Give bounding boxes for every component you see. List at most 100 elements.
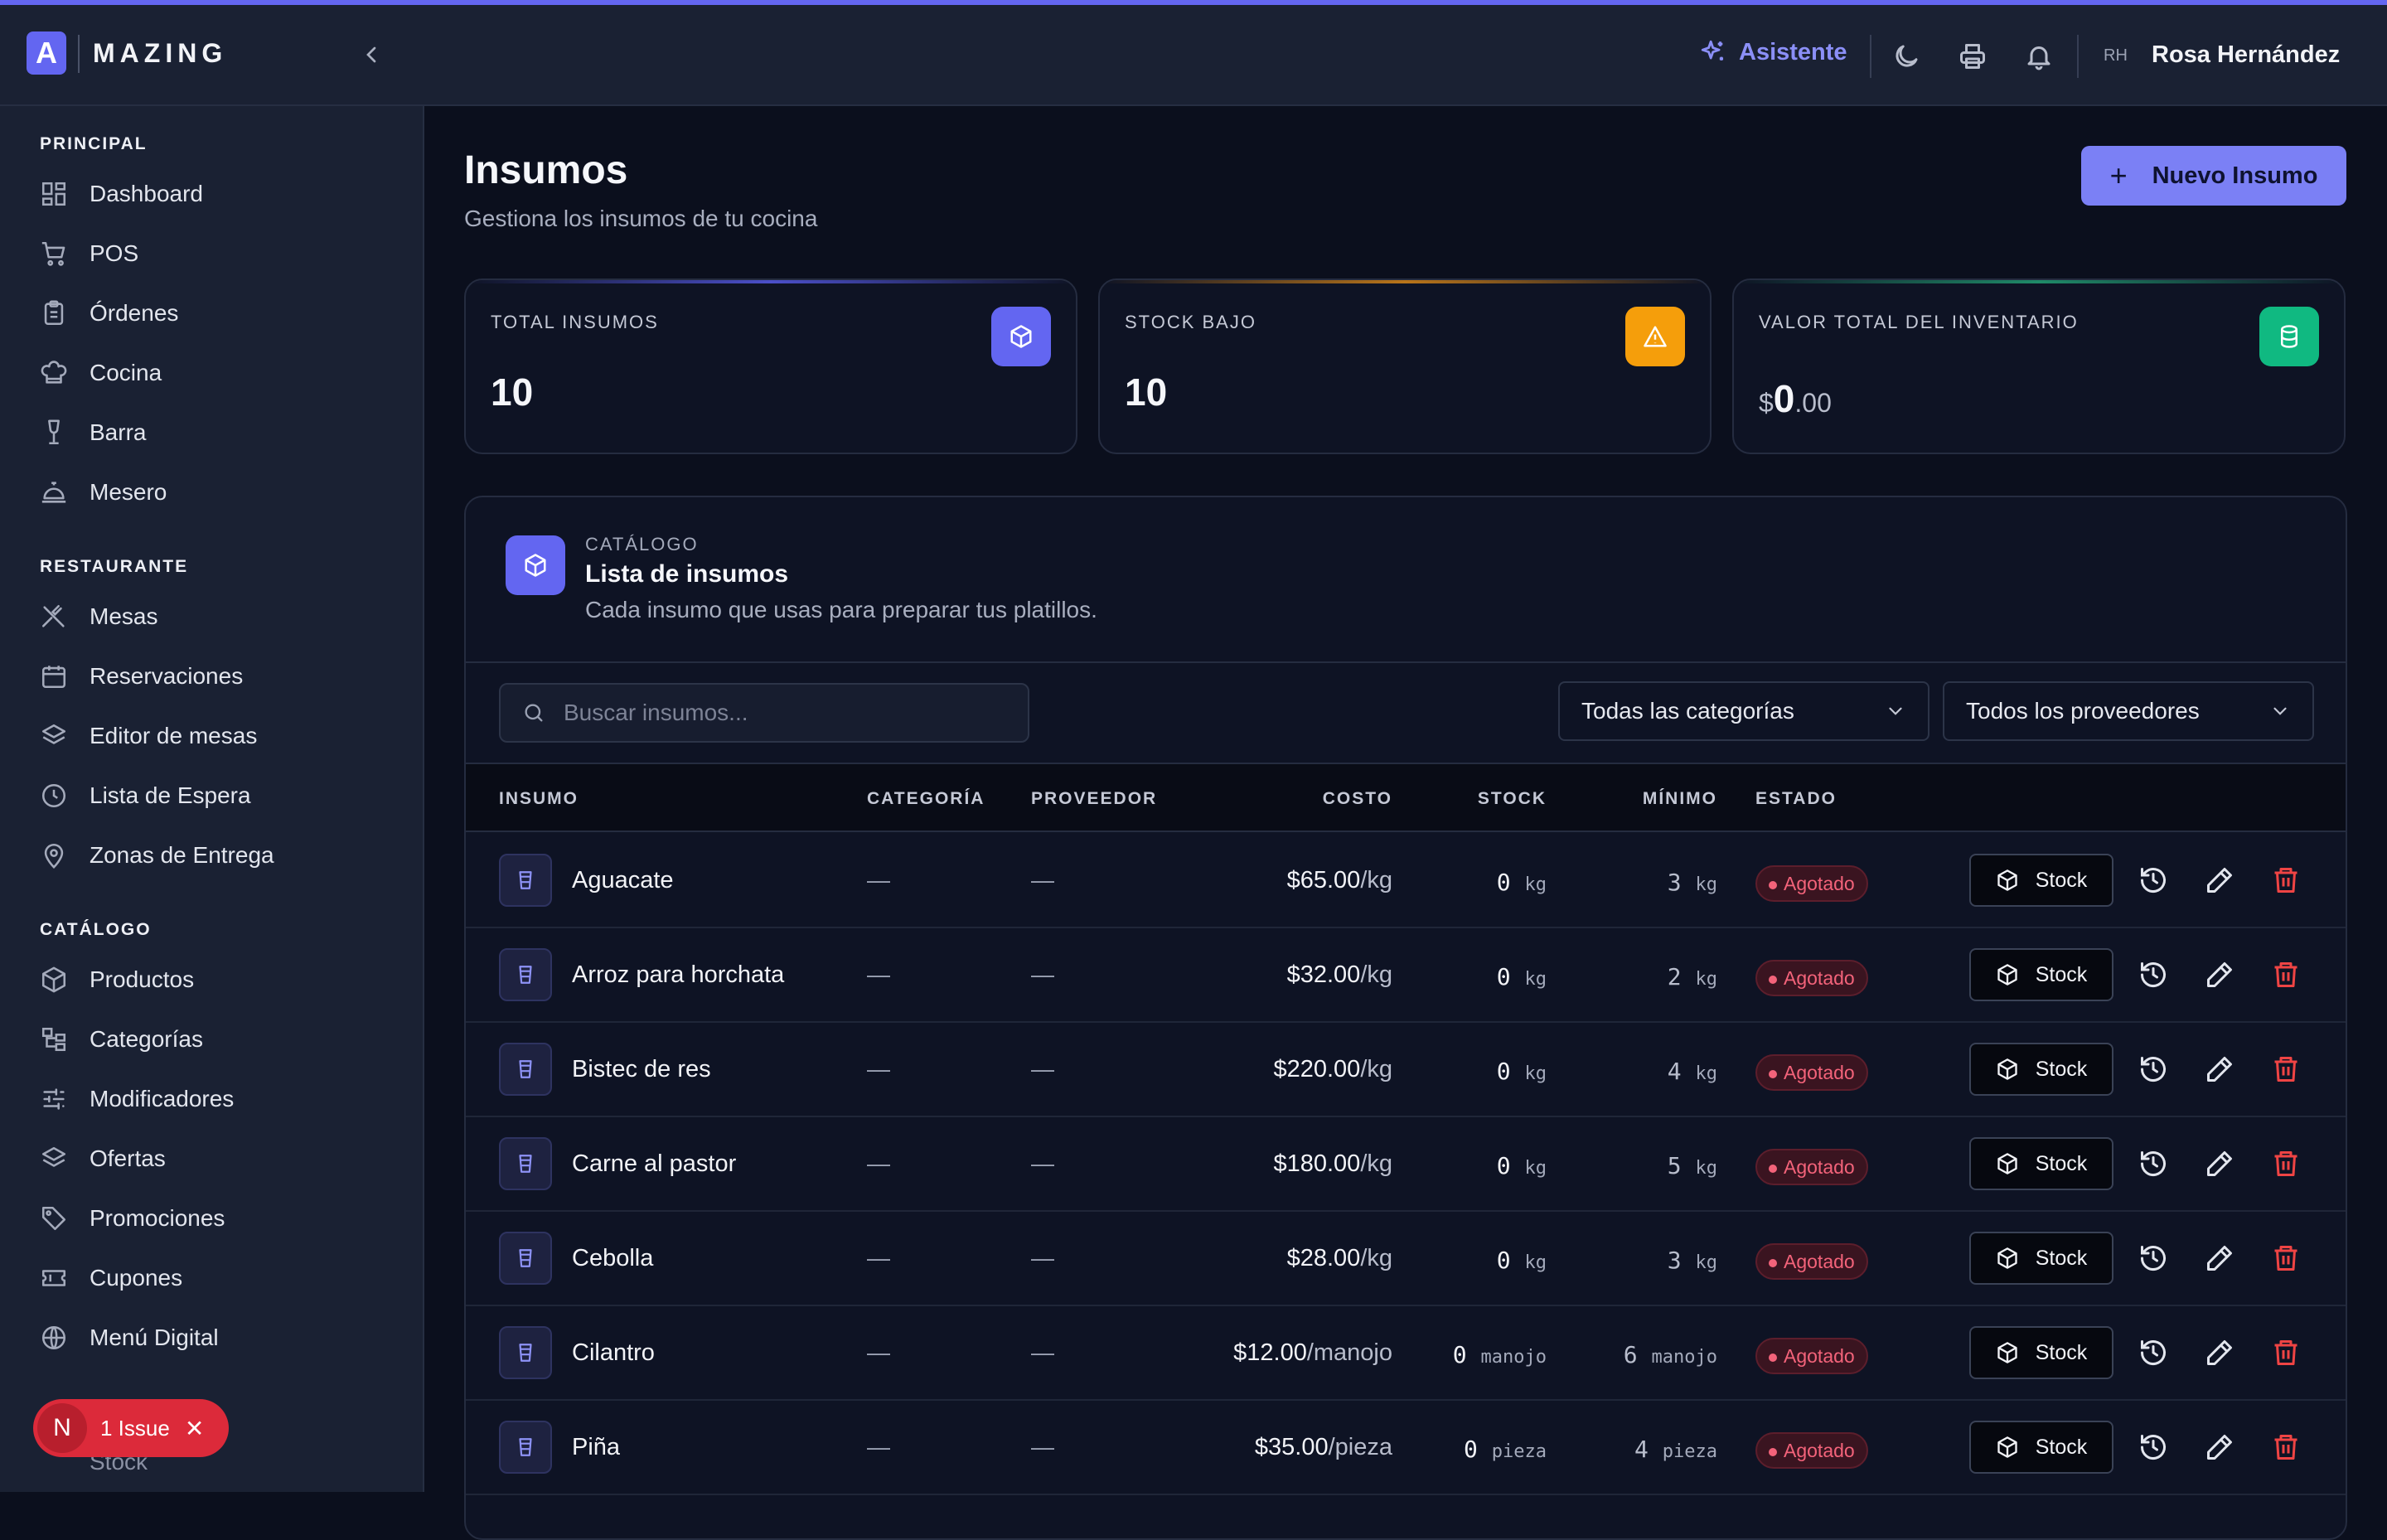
sidebar-item-pos[interactable]: POS — [40, 234, 138, 274]
minimum-value: 4 — [1634, 1436, 1649, 1463]
history-icon[interactable] — [2138, 1338, 2168, 1368]
stock-button[interactable]: Stock — [1969, 1043, 2113, 1096]
table-row[interactable]: Arroz para horchata — — $32.00/kg 0 kg 2… — [466, 928, 2346, 1023]
trash-icon[interactable] — [2271, 960, 2301, 990]
stock-button[interactable]: Stock — [1969, 1137, 2113, 1190]
trash-icon[interactable] — [2271, 1432, 2301, 1462]
history-icon[interactable] — [2138, 1054, 2168, 1084]
brand-name: MAZING — [93, 38, 228, 68]
sidebar-item-categorias[interactable]: Categorías — [40, 1019, 203, 1059]
sidebar: PRINCIPAL Dashboard POS Órdenes Cocina B… — [0, 106, 424, 1492]
column-header[interactable]: PROVEEDOR — [1031, 789, 1158, 808]
search-input[interactable]: Buscar insumos... — [499, 683, 1029, 743]
column-header[interactable]: INSUMO — [499, 789, 579, 808]
package-icon — [1997, 964, 2017, 986]
table-row[interactable]: Piña — — $35.00/pieza 0 pieza 4 pieza Ag… — [466, 1401, 2346, 1495]
history-icon[interactable] — [2138, 1243, 2168, 1273]
pencil-icon[interactable] — [2205, 1243, 2234, 1273]
pencil-icon[interactable] — [2205, 1432, 2234, 1462]
cost-unit: /kg — [1360, 1056, 1392, 1082]
stat-label: VALOR TOTAL DEL INVENTARIO — [1759, 312, 2079, 332]
stock-value: 0 — [1496, 1152, 1511, 1179]
history-icon[interactable] — [2138, 1432, 2168, 1462]
sidebar-item-lista-de-espera[interactable]: Lista de Espera — [40, 776, 251, 816]
pencil-icon[interactable] — [2205, 1338, 2234, 1368]
avatar[interactable]: RH — [2104, 46, 2128, 65]
trash-icon[interactable] — [2271, 1338, 2301, 1368]
sidebar-item-ofertas[interactable]: Ofertas — [40, 1139, 166, 1179]
sidebar-item-ordenes[interactable]: Órdenes — [40, 293, 178, 333]
stock-button[interactable]: Stock — [1969, 854, 2113, 907]
history-icon[interactable] — [2138, 960, 2168, 990]
sidebar-item-menu-digital[interactable]: Menú Digital — [40, 1318, 219, 1358]
calendar-icon — [41, 666, 66, 689]
assistant-button[interactable]: Asistente — [1699, 38, 1847, 66]
trash-icon[interactable] — [2271, 1149, 2301, 1179]
sidebar-item-reservaciones[interactable]: Reservaciones — [40, 656, 243, 696]
clock-icon — [41, 783, 66, 808]
column-header[interactable]: CATEGORÍA — [867, 789, 985, 808]
close-icon[interactable]: ✕ — [184, 1415, 205, 1441]
trash-icon[interactable] — [2271, 1243, 2301, 1273]
pencil-icon[interactable] — [2205, 865, 2234, 895]
status-badge: Agotado — [1755, 865, 1868, 902]
moon-icon[interactable] — [1891, 41, 1921, 71]
category-cell: — — [867, 1434, 890, 1460]
stock-button[interactable]: Stock — [1969, 1421, 2113, 1474]
sidebar-item-cocina[interactable]: Cocina — [40, 353, 162, 393]
supply-name: Carne al pastor — [572, 1150, 737, 1177]
sidebar-item-promociones[interactable]: Promociones — [40, 1199, 225, 1238]
column-header[interactable]: ESTADO — [1755, 789, 1837, 808]
status-badge: Agotado — [1755, 960, 1868, 996]
column-header[interactable]: COSTO — [1322, 789, 1392, 808]
top-accent-bar — [0, 0, 2387, 5]
stock-button[interactable]: Stock — [1969, 1232, 2113, 1285]
minimum-unit: kg — [1695, 874, 1718, 895]
stock-button[interactable]: Stock — [1969, 1326, 2113, 1379]
cube-icon — [991, 307, 1051, 366]
pencil-icon[interactable] — [2205, 960, 2234, 990]
bell-icon[interactable] — [2024, 41, 2054, 71]
sidebar-item-zonas-de-entrega[interactable]: Zonas de Entrega — [40, 835, 274, 875]
trash-icon[interactable] — [2271, 865, 2301, 895]
printer-icon[interactable] — [1958, 41, 1988, 71]
user-name[interactable]: Rosa Hernández — [2152, 41, 2341, 68]
package-icon — [1997, 1153, 2017, 1174]
issue-badge[interactable]: N 1 Issue ✕ — [33, 1399, 229, 1457]
logo-divider — [78, 35, 80, 73]
sidebar-item-cupones[interactable]: Cupones — [40, 1258, 182, 1298]
column-header[interactable]: MÍNIMO — [1642, 789, 1717, 808]
pencil-icon[interactable] — [2205, 1149, 2234, 1179]
assistant-label: Asistente — [1739, 38, 1847, 65]
supplier-select[interactable]: Todos los proveedores — [1943, 681, 2314, 741]
chevron-left-icon[interactable] — [358, 41, 385, 68]
table-row[interactable]: Aguacate — — $65.00/kg 0 kg 3 kg Agotado… — [466, 834, 2346, 928]
table-row[interactable]: Cilantro — — $12.00/manojo 0 manojo 6 ma… — [466, 1306, 2346, 1401]
cost-cell: $12.00/manojo — [1233, 1339, 1392, 1367]
history-icon[interactable] — [2138, 865, 2168, 895]
column-header[interactable]: STOCK — [1477, 789, 1547, 808]
table-row[interactable]: Carne al pastor — — $180.00/kg 0 kg 5 kg… — [466, 1117, 2346, 1212]
category-select[interactable]: Todas las categorías — [1558, 681, 1929, 741]
trash-icon[interactable] — [2271, 1054, 2301, 1084]
sidebar-item-label: Productos — [90, 966, 195, 992]
sidebar-item-productos[interactable]: Productos — [40, 960, 194, 1000]
sidebar-item-mesas[interactable]: Mesas — [40, 597, 157, 637]
sidebar-item-mesero[interactable]: Mesero — [40, 472, 167, 512]
cost-cell: $180.00/kg — [1273, 1150, 1392, 1178]
history-icon[interactable] — [2138, 1149, 2168, 1179]
table-row[interactable]: Bistec de res — — $220.00/kg 0 kg 4 kg A… — [466, 1023, 2346, 1117]
sidebar-item-barra[interactable]: Barra — [40, 413, 146, 453]
sidebar-item-editor-de-mesas[interactable]: Editor de mesas — [40, 716, 257, 756]
sidebar-item-dashboard[interactable]: Dashboard — [40, 174, 203, 214]
table-row[interactable]: Cebolla — — $28.00/kg 0 kg 3 kg Agotado … — [466, 1212, 2346, 1306]
app-logo[interactable]: A — [27, 31, 66, 75]
pencil-icon[interactable] — [2205, 1054, 2234, 1084]
new-supply-button[interactable]: + Nuevo Insumo — [2081, 146, 2346, 206]
supplier-cell: — — [1031, 867, 1054, 893]
cost-cell: $35.00/pieza — [1255, 1434, 1392, 1461]
category-cell: — — [867, 1150, 890, 1176]
sidebar-item-modificadores[interactable]: Modificadores — [40, 1079, 234, 1119]
folder-tree-icon — [41, 1027, 66, 1052]
stock-button[interactable]: Stock — [1969, 948, 2113, 1001]
